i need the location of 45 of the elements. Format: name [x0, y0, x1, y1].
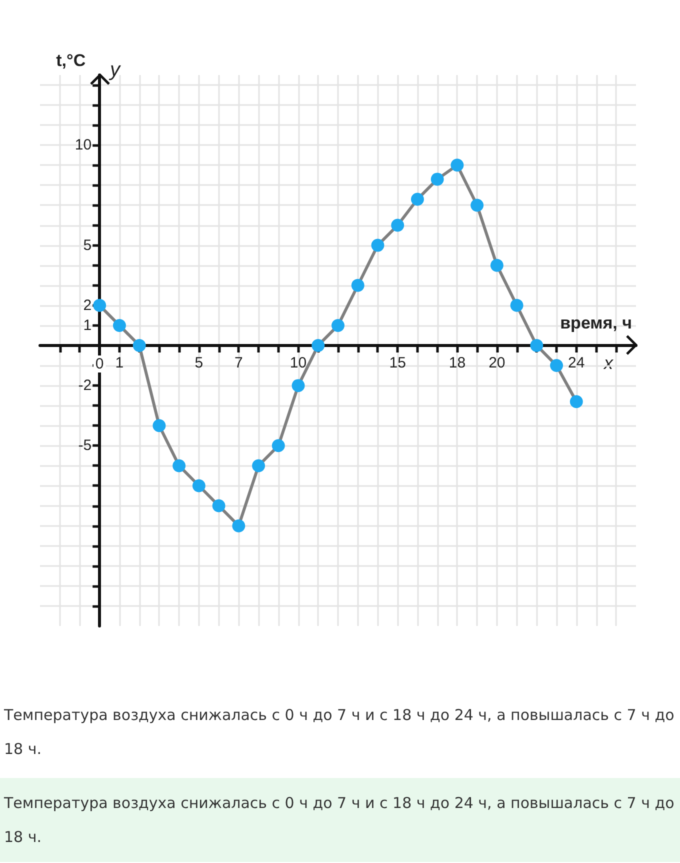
- point: [232, 519, 246, 532]
- point: [391, 218, 404, 232]
- x-tick-label: 10: [290, 354, 307, 372]
- point: [430, 172, 444, 186]
- point: [490, 258, 504, 272]
- x-tick-label: 1: [115, 354, 124, 372]
- point: [152, 419, 166, 432]
- x-tick-label: 24: [568, 354, 585, 372]
- point: [371, 238, 384, 252]
- text: Температура воздуха снижалась с 0 ч до 7 ч и с 18 ч до 24 ч, а повышалась с 7 ч до 18 ч.: [0, 778, 680, 862]
- y-tick-label: -5: [78, 437, 92, 454]
- annotation: y: [108, 59, 121, 81]
- point: [292, 379, 305, 392]
- y-tick-label: -2: [78, 377, 92, 394]
- point: [510, 298, 524, 312]
- point: [470, 198, 484, 212]
- x-tick-label: 18: [448, 354, 466, 372]
- y-tick-label: 2: [83, 296, 92, 314]
- x-tick-label: 0: [95, 355, 104, 372]
- point: [410, 192, 424, 206]
- point: [312, 338, 325, 352]
- x-tick-label: 7: [234, 354, 243, 372]
- x-tick-label: 15: [389, 354, 406, 372]
- point: [192, 479, 206, 492]
- point: [252, 459, 266, 472]
- x-tick-label: 20: [488, 354, 506, 372]
- x-tick-label: 5: [194, 354, 204, 372]
- point: [212, 499, 226, 512]
- x-axis-title: время, ч: [560, 313, 632, 332]
- point: [272, 439, 285, 452]
- point: [351, 278, 364, 292]
- point: [112, 318, 126, 332]
- point: [450, 158, 464, 172]
- point: [93, 298, 106, 312]
- text: Температура воздуха снижалась с 0 ч до 7 ч и с 18 ч до 24 ч, а повышалась с 7 ч до 18 ч.: [3, 705, 676, 760]
- point: [332, 318, 344, 332]
- point: [172, 459, 186, 472]
- point: [550, 359, 564, 372]
- y-tick-label: 1: [83, 316, 92, 334]
- y-axis-title: t,°C: [56, 51, 86, 70]
- point: [570, 395, 583, 408]
- y-tick-label: 10: [74, 136, 92, 154]
- point: [530, 338, 544, 352]
- point: [132, 338, 146, 352]
- y-tick-label: 5: [83, 236, 92, 254]
